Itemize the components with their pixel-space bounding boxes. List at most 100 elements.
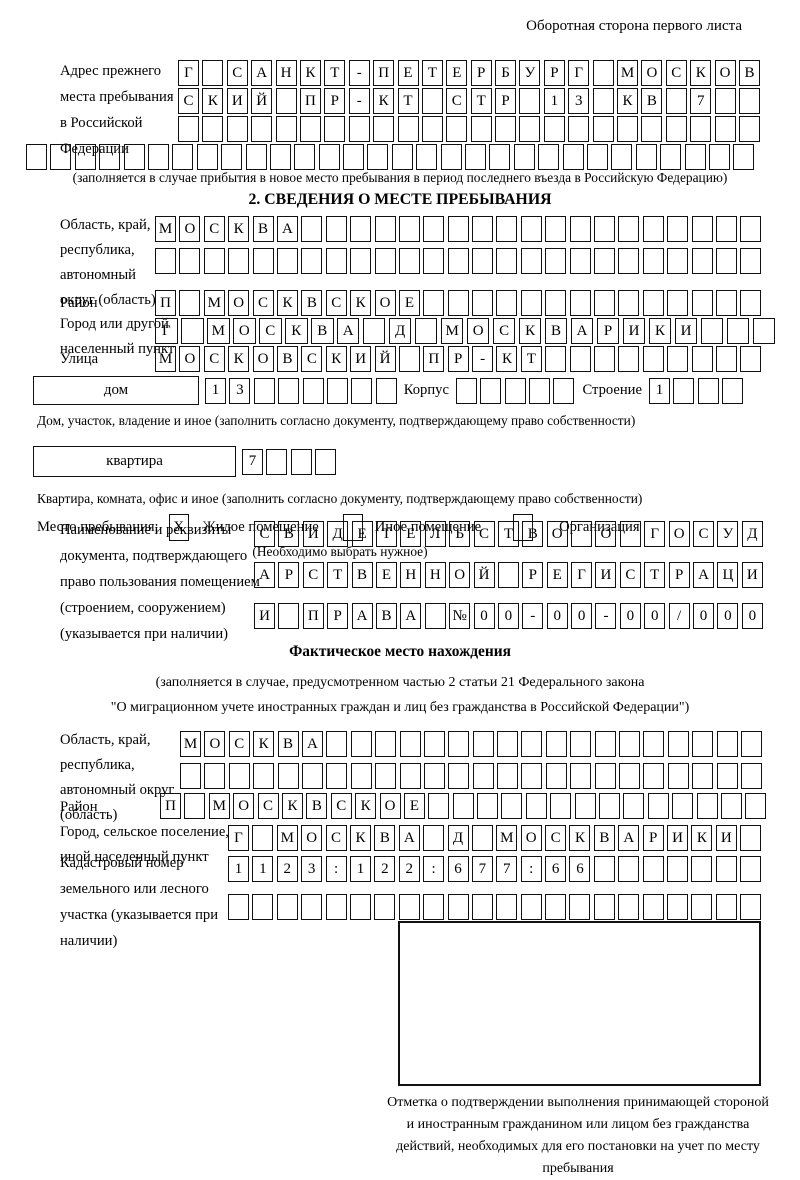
char-cell: М (617, 60, 639, 86)
char-cell: С (446, 88, 468, 114)
char-cell (299, 116, 321, 142)
char-cell (667, 763, 689, 789)
char-cell: М (440, 318, 464, 344)
char-cell: : (325, 856, 347, 882)
char-cell: И (715, 825, 737, 851)
char-cell: А (570, 318, 594, 344)
char-cell (301, 216, 323, 242)
char-cell (618, 248, 640, 274)
char-cell: : (423, 856, 445, 882)
char-cell (569, 346, 591, 372)
char-cell (643, 731, 665, 757)
korpus-label: Корпус (403, 382, 449, 398)
char-cell (570, 731, 592, 757)
char-cell (545, 290, 567, 316)
char-cell: Н (424, 562, 446, 588)
char-cell: Е (397, 60, 419, 86)
char-cell (315, 448, 337, 475)
actual-region-label: Область, край, республика, автономный ок… (60, 732, 175, 823)
char-cell (497, 763, 519, 789)
char-cell: К (648, 318, 672, 344)
char-cell (179, 290, 201, 316)
char-cell: Е (403, 793, 425, 819)
char-cell: С (665, 60, 687, 86)
char-cell: Р (522, 562, 544, 588)
char-cell (269, 144, 291, 170)
char-cell (172, 144, 194, 170)
char-cell: И (254, 603, 275, 629)
char-cell (740, 894, 762, 920)
char-cell: К (355, 793, 377, 819)
char-cell: С (545, 825, 567, 851)
char-cell (252, 248, 274, 274)
char-cell: Г (568, 60, 590, 86)
char-cell (477, 793, 499, 819)
char-cell (391, 144, 413, 170)
char-cell (374, 248, 396, 274)
char-cell (423, 216, 445, 242)
char-cell: К (253, 731, 275, 757)
char-cell (350, 731, 372, 757)
char-cell: 0 (644, 603, 666, 629)
char-cell (691, 216, 713, 242)
char-cell: 1 (543, 88, 565, 114)
char-cell: А (693, 562, 715, 588)
char-cell (667, 216, 689, 242)
char-cell: В (351, 562, 373, 588)
char-cell: Д (388, 318, 412, 344)
char-cell: 0 (619, 603, 641, 629)
char-cell (221, 144, 243, 170)
char-cell (276, 894, 298, 920)
char-cell: Ц (717, 562, 739, 588)
char-cell (414, 318, 438, 344)
char-cell (545, 346, 567, 372)
char-cell: Г (228, 825, 249, 851)
char-cell (642, 216, 664, 242)
actual-location-title: Фактическое место нахождения (289, 643, 511, 660)
char-cell (204, 763, 226, 789)
char-cell (667, 731, 689, 757)
char-cell (545, 763, 567, 789)
char-cell: К (281, 793, 303, 819)
char-cell: С (473, 521, 495, 547)
char-cell: К (373, 88, 395, 114)
char-cell: М (206, 318, 230, 344)
char-cell (691, 248, 713, 274)
char-cell (423, 248, 445, 274)
char-cell: С (258, 318, 282, 344)
char-cell (618, 290, 640, 316)
char-cell: П (155, 290, 176, 316)
char-cell: Б (495, 60, 517, 86)
char-cell: К (228, 346, 250, 372)
char-cell (180, 318, 204, 344)
char-cell (618, 894, 640, 920)
char-cell (740, 825, 762, 851)
char-cell (349, 894, 371, 920)
char-cell: 0 (571, 603, 593, 629)
char-cell (178, 116, 199, 142)
char-cell: О (374, 290, 396, 316)
char-cell (496, 894, 518, 920)
char-cell: В (276, 346, 298, 372)
char-cell: - (348, 88, 370, 114)
char-cell: Р (596, 318, 620, 344)
char-cell (252, 825, 274, 851)
char-cell: В (374, 825, 396, 851)
char-cell: М (208, 793, 230, 819)
char-cell: П (160, 793, 181, 819)
char-cell (740, 731, 762, 757)
char-cell (665, 88, 687, 114)
char-cell (545, 731, 567, 757)
char-cell (697, 377, 719, 404)
char-cell: И (302, 521, 324, 547)
char-cell: О (449, 562, 471, 588)
char-cell: С (619, 562, 641, 588)
char-cell (179, 248, 201, 274)
stay-type-note: (Необходимо выбрать нужное) (252, 544, 428, 559)
char-cell: Т (644, 562, 666, 588)
char-cell (367, 144, 389, 170)
